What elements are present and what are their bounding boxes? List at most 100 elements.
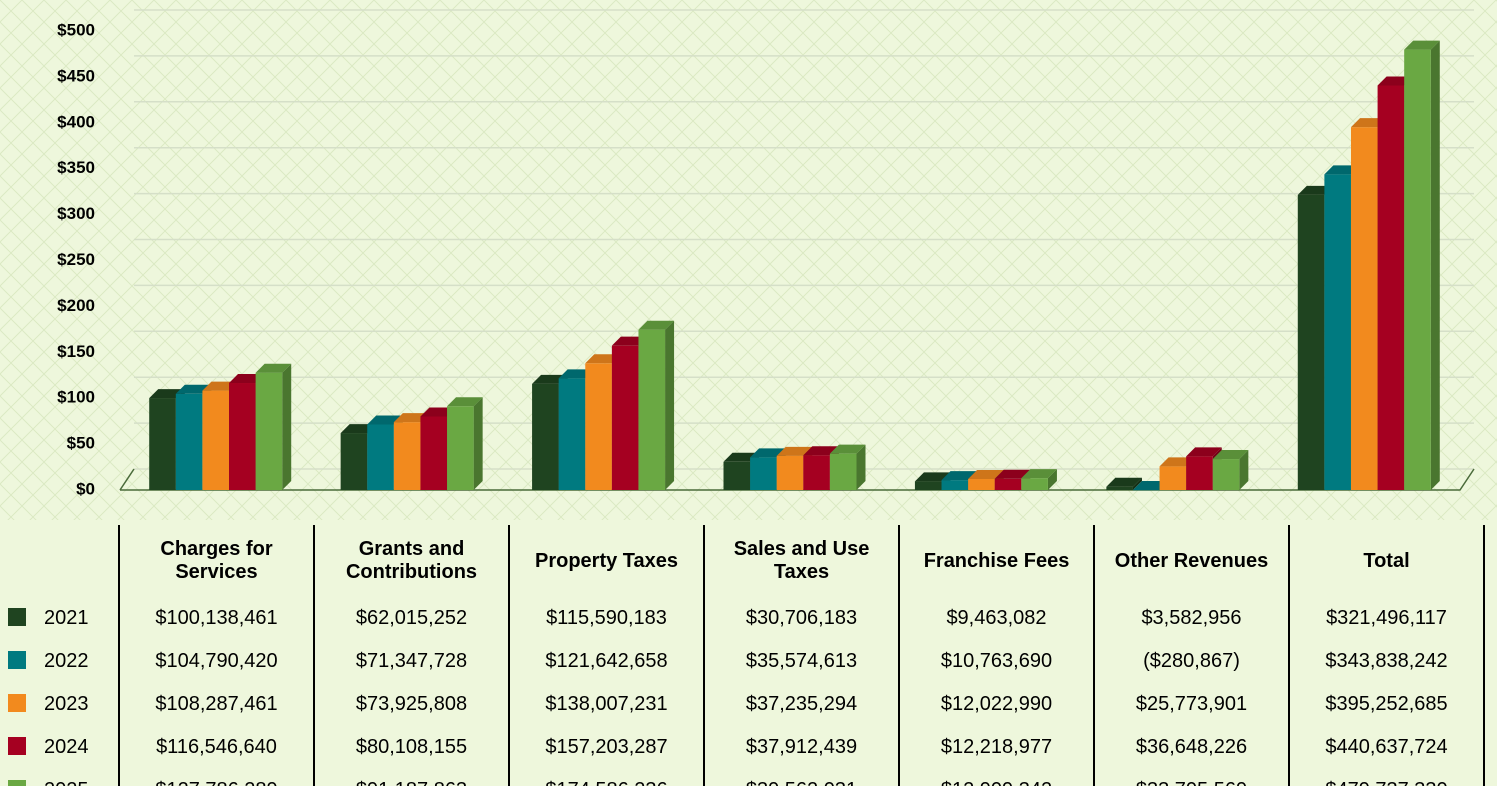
column-header: Sales and Use Taxes <box>703 525 899 597</box>
bar-side <box>1239 450 1249 490</box>
bar <box>149 398 176 490</box>
y-tick-label: $200 <box>57 296 95 315</box>
legend-entry: 2022 <box>0 640 119 683</box>
bar-top <box>994 469 1031 479</box>
bar-top <box>1106 477 1142 487</box>
y-tick-label: $100 <box>57 388 95 407</box>
bar-top <box>776 446 813 456</box>
value-cell: $10,763,690 <box>898 640 1094 683</box>
legend-label: 2023 <box>44 693 89 715</box>
value-cell: $12,909,342 <box>898 769 1094 786</box>
bar-top <box>1212 450 1249 460</box>
value-cell: $343,838,242 <box>1288 640 1485 683</box>
value-cell: $115,590,183 <box>508 597 704 640</box>
bar <box>968 478 995 490</box>
bar <box>340 433 368 490</box>
bar-top <box>447 397 483 407</box>
table-row: 2021 $100,138,461 $62,015,252 $115,590,183 $… <box>0 597 1485 640</box>
y-tick-label: $350 <box>57 158 95 177</box>
column-header: Other Revenues <box>1093 525 1289 597</box>
legend-entry: 2023 <box>0 683 119 726</box>
bar-top <box>1404 40 1440 50</box>
value-cell: $33,705,569 <box>1093 769 1289 786</box>
value-cell: $157,203,287 <box>508 726 704 769</box>
bar <box>1186 456 1213 490</box>
column-header: Franchise Fees <box>898 525 1094 597</box>
value-cell: $174,586,236 <box>508 769 704 786</box>
bar <box>1212 459 1240 490</box>
y-tick-label: $450 <box>57 66 95 85</box>
value-cell: $37,912,439 <box>703 726 899 769</box>
bar <box>1377 85 1405 490</box>
table-row: 2023 $108,287,461 $73,925,808 $138,007,231 $… <box>0 683 1485 726</box>
bar <box>420 416 448 490</box>
value-cell: $121,642,658 <box>508 640 704 683</box>
legend-swatch <box>8 651 26 669</box>
bar-top <box>255 363 292 373</box>
legend-label: 2021 <box>44 607 89 629</box>
y-tick-label: $250 <box>57 250 95 269</box>
legend-label: 2022 <box>44 650 89 672</box>
bar-side <box>1430 40 1440 490</box>
y-tick-label: $300 <box>57 204 95 223</box>
value-cell: $91,187,863 <box>313 769 509 786</box>
value-cell: $37,235,294 <box>703 683 899 726</box>
bar <box>1324 174 1351 490</box>
legend-swatch <box>8 694 26 712</box>
value-cell: $127,786,289 <box>118 769 314 786</box>
column-header: Property Taxes <box>508 525 704 597</box>
legend-swatch <box>8 780 26 786</box>
value-cell: $440,637,724 <box>1288 726 1485 769</box>
value-cell: $25,773,901 <box>1093 683 1289 726</box>
bar-side <box>1047 469 1057 490</box>
bar <box>1159 466 1187 490</box>
value-cell: $71,347,728 <box>313 640 509 683</box>
column-header: Grants and Contributions <box>313 525 509 597</box>
value-cell: $35,574,613 <box>703 640 899 683</box>
corner <box>0 525 119 597</box>
bar <box>829 453 857 490</box>
legend-swatch <box>8 608 26 626</box>
bar <box>611 345 639 490</box>
bar <box>1021 478 1048 490</box>
value-cell: $395,252,685 <box>1288 683 1485 726</box>
value-cell: $73,925,808 <box>313 683 509 726</box>
y-tick-label: $0 <box>76 479 95 498</box>
bar <box>1404 49 1431 490</box>
bar-top <box>829 444 866 454</box>
legend-label: 2025 <box>44 779 89 786</box>
legend-entry: 2021 <box>0 597 119 640</box>
bar <box>914 481 942 490</box>
value-cell: $321,496,117 <box>1288 597 1485 640</box>
legend-swatch <box>8 737 26 755</box>
left-wall <box>119 468 135 491</box>
bar <box>1297 194 1325 490</box>
column-header: Total <box>1288 525 1485 597</box>
bar <box>367 424 394 490</box>
legend-label: 2024 <box>44 736 89 758</box>
value-cell: $30,706,183 <box>703 597 899 640</box>
bar-top <box>1021 469 1057 479</box>
value-cell: $80,108,155 <box>313 726 509 769</box>
value-cell: $100,138,461 <box>118 597 314 640</box>
bar-side <box>473 397 483 490</box>
y-tick-label: $150 <box>57 342 95 361</box>
bar <box>532 383 559 490</box>
bar-top <box>1186 447 1222 457</box>
bar <box>941 480 969 490</box>
value-cell: $108,287,461 <box>118 683 314 726</box>
value-cell: $138,007,231 <box>508 683 704 726</box>
bar <box>638 329 666 490</box>
bar-side <box>282 363 292 490</box>
value-cell: $62,015,252 <box>313 597 509 640</box>
value-cell: $36,648,226 <box>1093 726 1289 769</box>
bar-top <box>803 446 839 456</box>
legend-entry: 2024 <box>0 726 119 769</box>
value-cell: $479,737,330 <box>1288 769 1485 786</box>
bar-top <box>968 469 1004 479</box>
value-cell: $116,546,640 <box>118 726 314 769</box>
table-row: 2025 $127,786,289$91,187,863$174,586,236 $… <box>0 769 1485 786</box>
legend-entry: 2025 <box>0 769 119 786</box>
bar <box>723 461 751 490</box>
